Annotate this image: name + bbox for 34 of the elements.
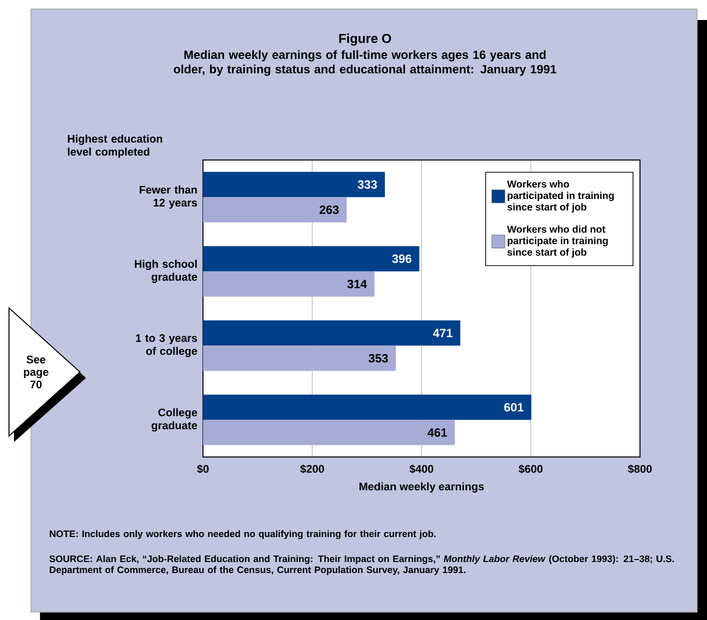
bar — [203, 346, 396, 371]
bar — [203, 172, 385, 198]
bar — [203, 246, 420, 272]
y-tick-label: College graduate — [152, 408, 198, 432]
x-tick-label: $0 — [197, 464, 209, 474]
text: NOTE: Includes only workers who needed no qualifying training for their current job. — [50, 530, 436, 540]
data-label: 314 — [347, 280, 367, 288]
text: SOURCE: Alan Eck, “Job-Related Education and Training: Their Impact on Earnings,” Monthly Labor Review (October 1993): 21–38; U.S. Department of Commerce, Bureau of the Census, Current Population Survey, January 1991. — [49, 555, 674, 575]
x-tick-label: $800 — [628, 464, 652, 474]
y-axis-title: Highest education level completed — [68, 134, 162, 158]
data-label: 353 — [368, 354, 388, 362]
data-label: 601 — [504, 403, 524, 412]
y-tick-label: 1 to 3 years of college — [136, 334, 198, 358]
chart-subtitle: Median weekly earnings of full-time workers ages 16 years and older, by training status and educational attainment: January 1991 — [174, 50, 556, 76]
chart-title: Figure O — [339, 34, 392, 46]
x-tick-label: $400 — [409, 464, 434, 474]
bar — [203, 197, 347, 222]
y-tick-label: Fewer than 12 years — [140, 186, 198, 209]
data-label: 333 — [358, 180, 377, 189]
x-tick-label: $200 — [300, 464, 324, 474]
bar — [203, 420, 455, 446]
data-label: 263 — [320, 206, 339, 214]
legend-label: Workers who participated in training since start of job — [507, 180, 614, 212]
data-label: 471 — [433, 328, 452, 338]
x-tick-label: $600 — [518, 464, 542, 474]
legend-label: Workers who did not participate in training since start of job — [507, 225, 608, 258]
data-label: 396 — [392, 254, 412, 264]
text: See page 70 — [24, 356, 48, 388]
bar — [203, 271, 375, 297]
data-label: 461 — [428, 428, 447, 437]
bar — [203, 320, 460, 346]
x-axis-title: Median weekly earnings — [360, 482, 484, 493]
bar — [203, 394, 532, 420]
y-tick-label: High school graduate — [134, 260, 198, 283]
